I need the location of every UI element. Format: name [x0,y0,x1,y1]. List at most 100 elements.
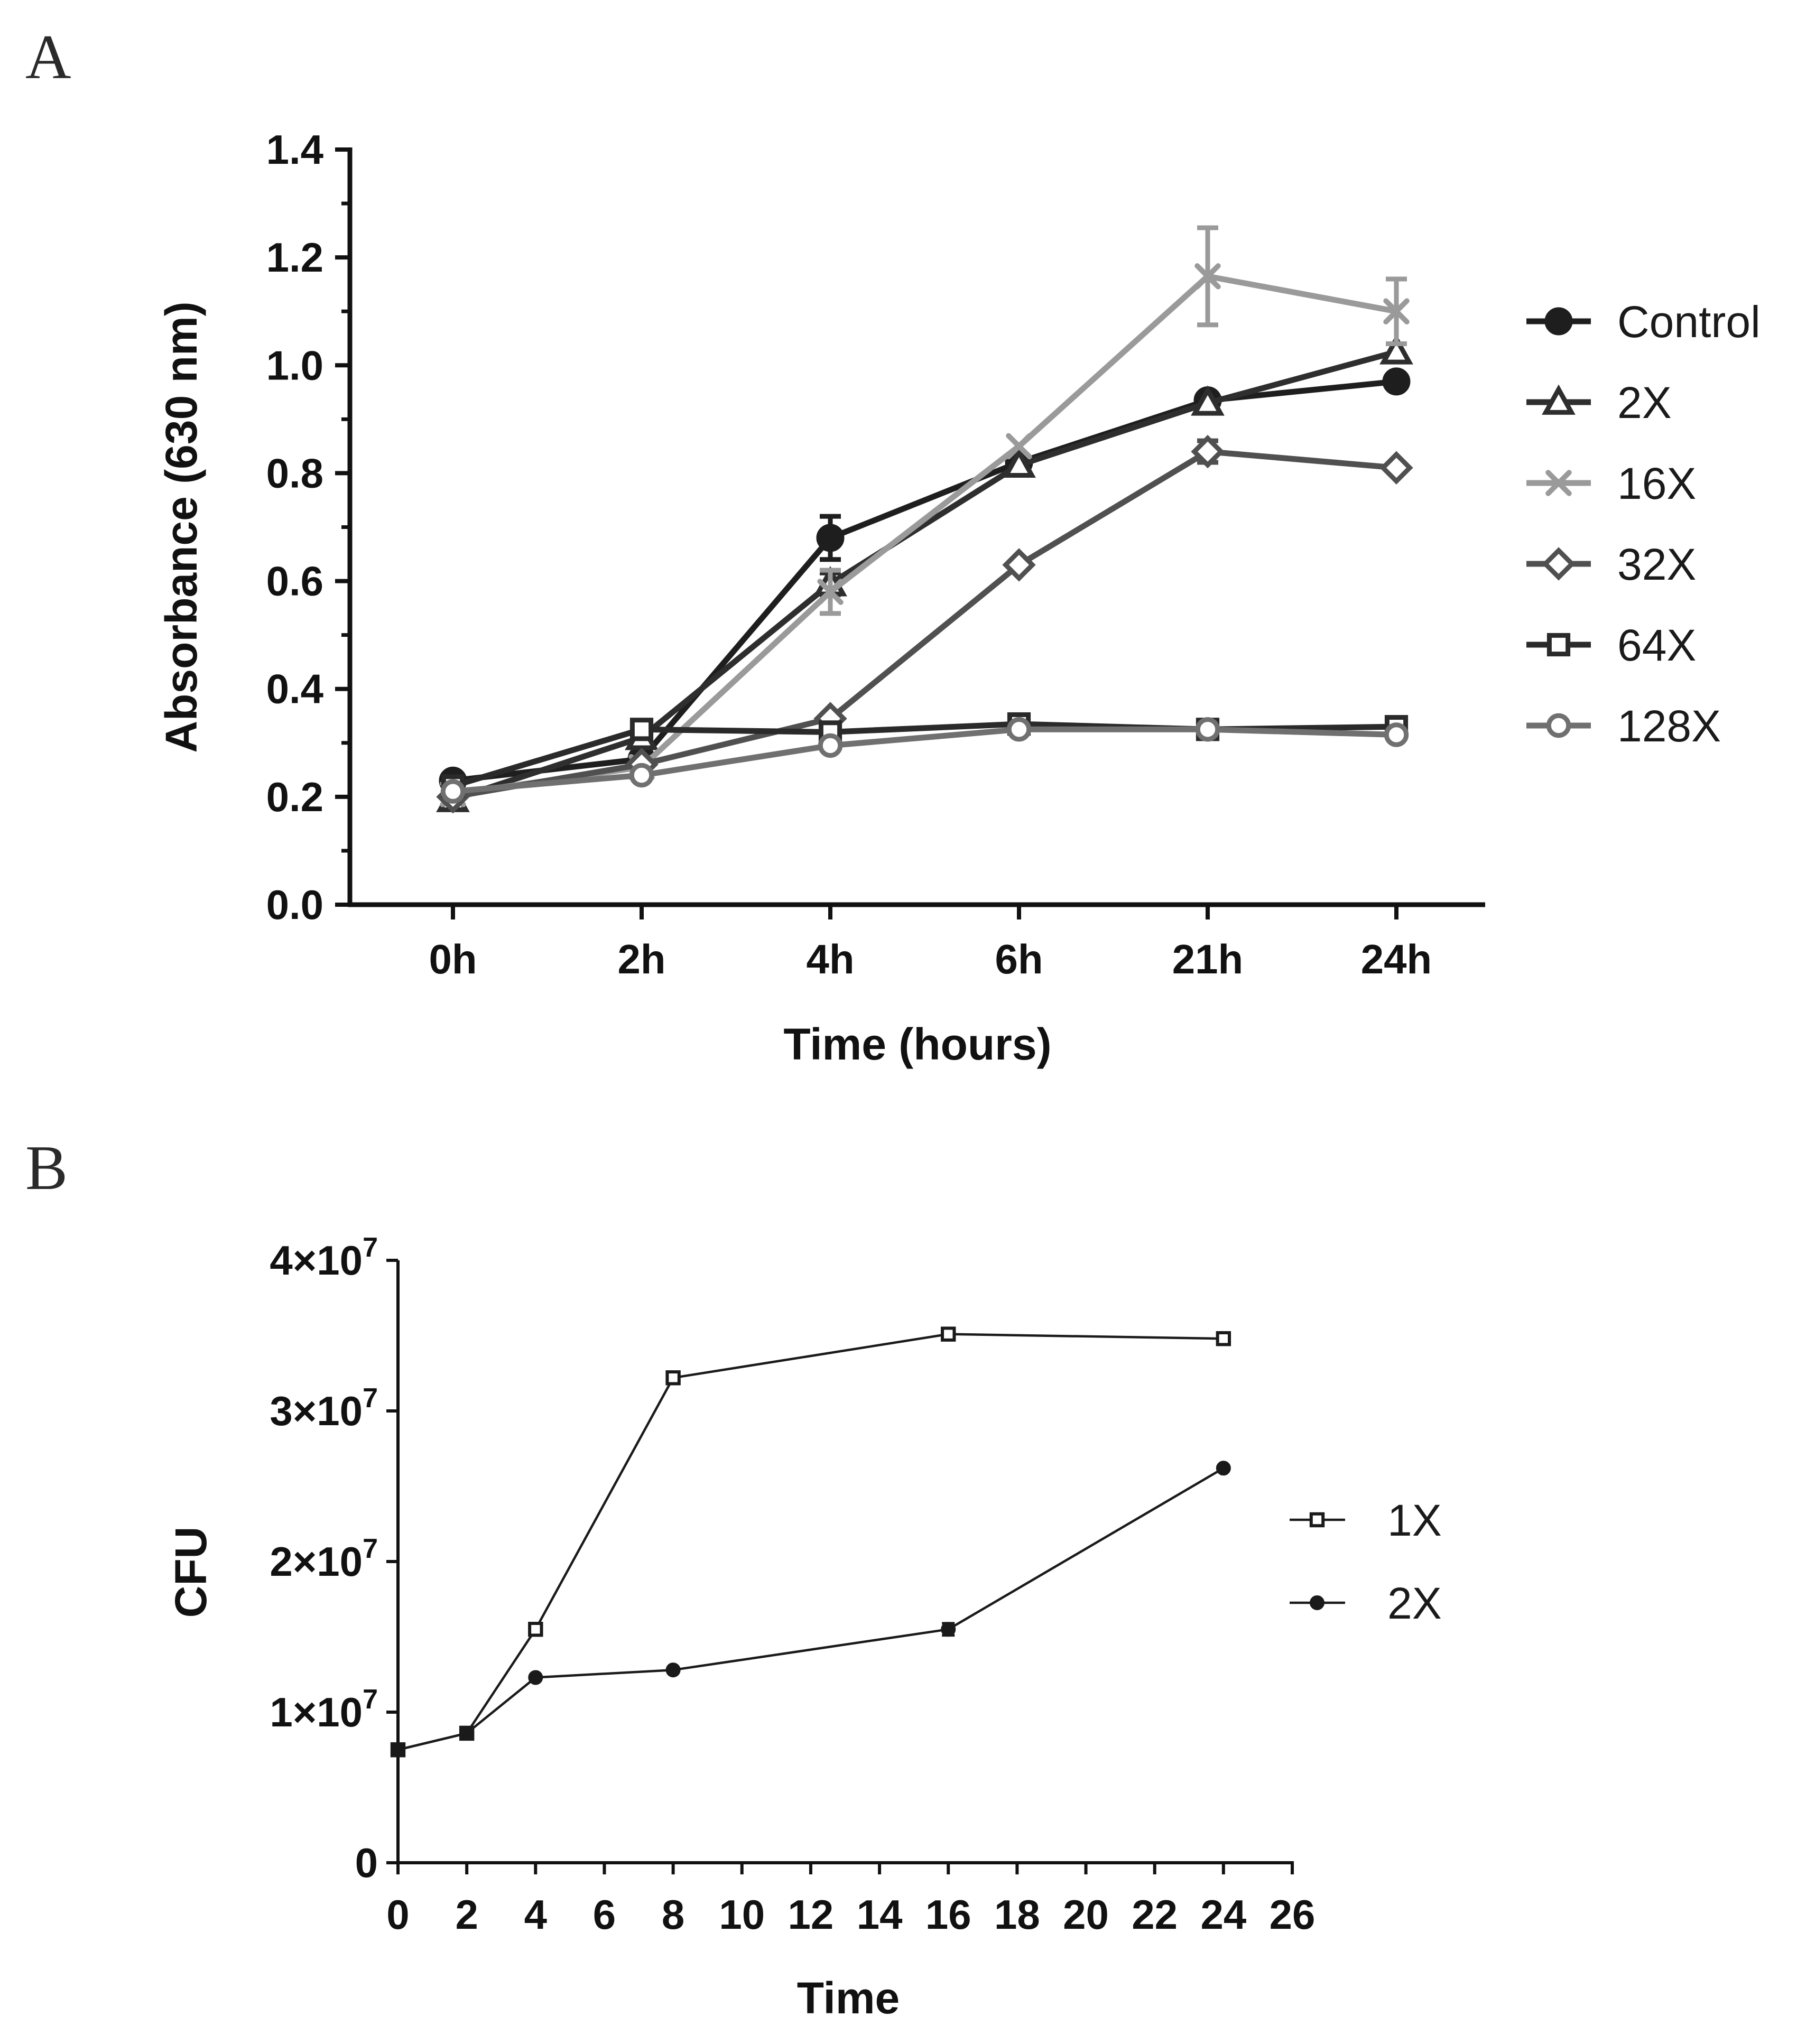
panel-b-x-tick-label: 24 [1200,1891,1246,1938]
panel-b-x-tick-label: 18 [994,1891,1040,1938]
panel-a-y-tick-label: 0.6 [266,558,323,605]
panel-a-x-tick-label: 2h [617,936,665,982]
panel-a-legend-item-128x: 128X [1526,701,1721,751]
panel-a-data-point [1195,717,1220,742]
panel-a-legend: Control 2X 16X 32X 64X 128X [1526,297,1761,751]
panel-a-y-tick-label: 1.4 [266,126,323,173]
panel-b-x-axis-title: Time [797,1973,900,2023]
panel-a-chart: 0.0 0.2 0.4 0.6 0.8 1.0 1.2 1.4 0h 2h 4h 6h 21h 24h Ti… [156,126,1761,1069]
panel-b-x-tick-label: 10 [719,1891,765,1938]
panel-b-x-tick-label: 14 [857,1891,903,1938]
panel-b-legend: 1X 2X [1290,1495,1442,1628]
panel-a-data-point [1382,367,1411,396]
panel-a-data-point [629,718,654,741]
panel-a-legend-marker [1542,547,1576,581]
panel-a-data-point [440,779,466,804]
panel-a-legend-item-64x: 64X [1526,620,1696,670]
panel-a-data-point [1194,263,1221,290]
panel-a-legend-marker [1545,470,1572,496]
panel-a-legend-item-2x: 2X [1526,378,1672,428]
panel-b-y-tick-label: 3×107 [270,1383,378,1434]
panel-b-data-point [1216,1331,1231,1346]
panel-a-data-point [1006,717,1032,742]
panel-a-legend-item-16x: 16X [1526,459,1696,508]
panel-a-data-point [1002,548,1036,582]
panel-b-x-tick-label: 6 [593,1891,616,1938]
panel-b-data-point [941,1326,956,1342]
panel-a-legend-label: 32X [1617,540,1696,589]
panel-a-data-point [629,763,654,788]
panel-b-x-tick-label: 0 [386,1891,409,1938]
panel-a-series-16x [440,225,1410,807]
panel-b-x-tick-label: 16 [925,1891,971,1938]
panel-b-legend-label: 2X [1387,1578,1442,1628]
panel-b-y-tick-label: 2×107 [270,1534,378,1585]
panel-a-x-tick-label: 6h [995,936,1043,982]
panel-a-legend-item-32x: 32X [1526,540,1696,589]
panel-a-data-point [1379,334,1413,365]
panel-a-y-tick-label: 0.2 [266,774,323,820]
panel-a-legend-marker [1542,384,1576,415]
panel-a-x-tick-label: 4h [806,936,854,982]
panel-b-x-tick-label: 8 [662,1891,684,1938]
panel-b-data-point [459,1725,475,1741]
panel-a-series-line [452,378,1397,784]
panel-b-legend-item-2x: 2X [1290,1578,1442,1628]
panel-a-data-point [1002,447,1036,478]
panel-a-legend-label: 128X [1617,701,1721,751]
panel-b-legend-marker [1310,1595,1324,1610]
panel-a-x-tick-label: 0h [429,936,477,982]
panel-b-y-tick-label: 0 [355,1839,378,1886]
panel-a-data-point [1383,298,1410,324]
panel-a-legend-label: Control [1617,297,1761,347]
panel-b-data-point [665,1370,681,1386]
panel-a-data-point [1191,434,1225,469]
panel-a-data-point [1384,722,1409,747]
panel-a-series-line [452,349,1397,803]
panel-b-legend-item-1x: 1X [1290,1495,1442,1545]
panel-a-series-line [452,449,1397,800]
panel-a-x-tick-label: 24h [1361,936,1432,982]
panel-a-y-tick-label: 0.8 [266,450,323,496]
panel-a-series-128x [440,717,1409,804]
panel-b-series-line [397,1467,1224,1751]
panel-b-x-tick-label: 4 [524,1891,547,1938]
panel-a-data-point [817,579,844,605]
panel-a-x-tick-label: 21h [1172,936,1243,982]
panel-b-y-tick-label: 1×107 [270,1684,378,1735]
panel-a-data-point [1379,451,1413,485]
panel-b-x-tick-label: 26 [1270,1891,1316,1938]
panel-b-x-tick-label: 22 [1132,1891,1178,1938]
panel-a-y-tick-label: 1.0 [266,342,323,388]
panel-a-data-point [818,733,843,758]
panel-a-label: A [25,22,71,92]
panel-b-x-tick-label: 2 [455,1891,478,1938]
panel-a-data-point [1006,433,1032,460]
panel-b-x-tick-label: 20 [1063,1891,1109,1938]
panel-b-y-tick-label: 4×107 [270,1232,378,1284]
panel-a-series-line [452,726,1397,795]
panel-a-legend-item-control: Control [1526,297,1761,347]
panel-b-legend-label: 1X [1387,1495,1442,1545]
panel-b-data-point [941,1622,956,1637]
panel-a-legend-label: 2X [1617,378,1672,428]
panel-b-data-point [391,1742,405,1758]
panel-a-legend-label: 16X [1617,459,1696,508]
panel-a-y-tick-label: 0.4 [266,666,323,712]
panel-a-legend-marker [1546,713,1571,738]
panel-b-data-point [528,1670,543,1685]
panel-a-x-axis-title: Time (hours) [783,1019,1051,1069]
panel-b-data-point [665,1662,681,1678]
panel-a-legend-label: 64X [1617,620,1696,670]
panel-b-label: B [25,1132,68,1203]
panel-b-series-2x [391,1461,1231,1758]
panel-a-y-axis-title: Absorbance (630 nm) [156,301,206,752]
panel-a-legend-marker [1544,307,1573,336]
panel-a-y-tick-label: 1.2 [266,234,323,281]
panel-b-data-point [1216,1461,1231,1476]
panel-b-y-axis-title: CFU [166,1527,216,1618]
panel-a-series-line [452,273,1397,797]
panel-b-data-point [528,1622,543,1637]
